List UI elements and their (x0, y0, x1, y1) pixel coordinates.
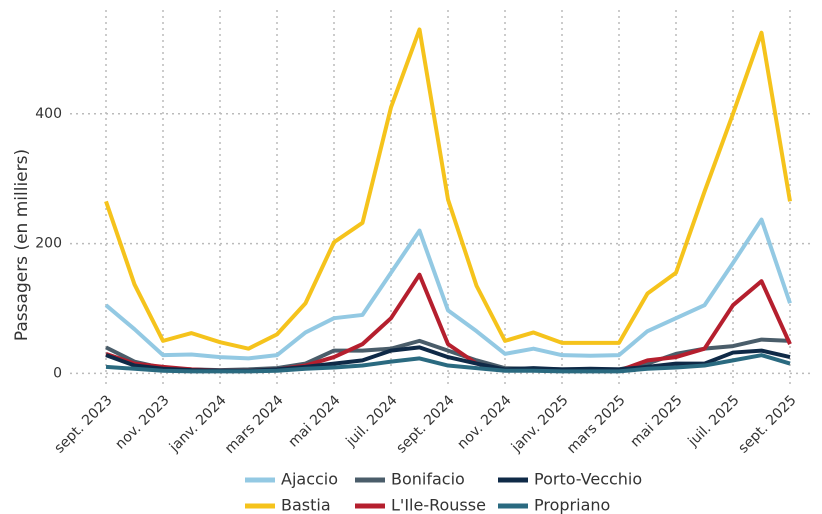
series-line (105, 353, 791, 374)
series-line (104, 217, 792, 361)
y-axis-title: Passagers (en milliers) (12, 149, 32, 341)
x-tick-label: sept. 2024 (393, 392, 457, 456)
y-tick-label: 400 (35, 106, 62, 122)
legend-label: Propriano (534, 496, 610, 514)
x-tick-label: mai 2025 (628, 392, 686, 450)
x-tick-label: sept. 2025 (735, 392, 799, 456)
legend-label: L'Ile-Rousse (391, 496, 486, 514)
x-tick-label: janv. 2024 (166, 392, 230, 456)
legend-label: Ajaccio (281, 470, 338, 489)
y-tick-label: 200 (35, 236, 62, 252)
legend-label: Bastia (281, 496, 331, 514)
series-line (104, 27, 792, 351)
x-tick-label: janv. 2025 (508, 392, 572, 456)
legend-label: Porto-Vecchio (534, 470, 642, 489)
x-tick-label: juil. 2025 (685, 392, 743, 450)
y-tick-label: 0 (53, 365, 62, 381)
x-tick-label: juil. 2024 (343, 392, 401, 450)
x-tick-label: mars 2025 (564, 392, 629, 457)
x-tick-label: nov. 2023 (112, 392, 172, 452)
x-tick-label: mai 2024 (286, 392, 344, 450)
x-tick-label: nov. 2024 (454, 392, 514, 452)
x-tick-label: sept. 2023 (51, 392, 115, 456)
legend-label: Bonifacio (391, 470, 465, 489)
x-tick-label: mars 2024 (222, 392, 287, 457)
